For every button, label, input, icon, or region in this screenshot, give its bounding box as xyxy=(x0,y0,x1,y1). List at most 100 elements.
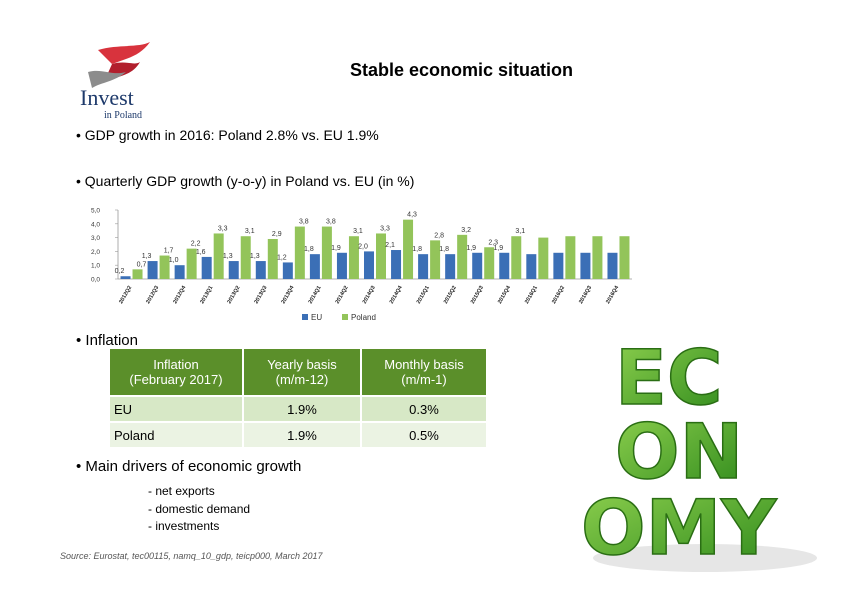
eco-letters-1: EC xyxy=(615,333,723,422)
data-label: 1,3 xyxy=(142,253,152,260)
x-tick-label: 2014Q3 xyxy=(362,285,377,305)
bar-poland xyxy=(619,236,630,279)
inflation-table: Inflation (February 2017) Yearly basis (… xyxy=(110,349,488,447)
bar-eu xyxy=(391,250,402,279)
bar-poland xyxy=(348,236,359,279)
bar-poland xyxy=(538,237,549,279)
bullet-gdp-2016: • GDP growth in 2016: Poland 2.8% vs. EU… xyxy=(76,127,379,143)
bar-eu xyxy=(499,252,510,279)
data-label: 1,6 xyxy=(196,249,206,256)
eco-letters-2: ON xyxy=(615,407,743,496)
drivers-list: - net exports - domestic demand - invest… xyxy=(148,483,250,536)
x-tick-label: 2015Q1 xyxy=(416,285,431,305)
y-tick-label: 4,0 xyxy=(91,221,100,228)
x-tick-label: 2013Q4 xyxy=(281,284,296,305)
bar-eu xyxy=(553,252,564,279)
bar-eu xyxy=(147,261,158,279)
data-label: 3,2 xyxy=(461,227,471,234)
eco-letters-3: OMY xyxy=(581,483,777,572)
row-label: EU xyxy=(110,395,244,422)
y-tick-label: 2,0 xyxy=(91,249,100,256)
bar-eu xyxy=(472,252,483,279)
data-label: 1,0 xyxy=(169,257,179,264)
data-label: 1,8 xyxy=(304,246,314,253)
bullet-drivers: • Main drivers of economic growth xyxy=(76,458,302,475)
bar-eu xyxy=(364,251,374,279)
y-tick-label: 1,0 xyxy=(91,263,100,270)
data-label: 1,2 xyxy=(277,254,287,261)
data-label: 1,7 xyxy=(164,248,174,255)
bar-poland xyxy=(213,233,224,279)
legend-label: Poland xyxy=(351,313,376,322)
bar-poland xyxy=(321,226,332,279)
logo-word: Invest xyxy=(80,85,134,110)
header-yearly: Yearly basis (m/m-12) xyxy=(243,349,362,396)
driver-item: - net exports xyxy=(148,484,215,498)
data-label: 1,8 xyxy=(412,246,422,253)
data-label: 3,3 xyxy=(218,225,228,232)
bar-eu xyxy=(445,254,456,279)
bar-poland xyxy=(457,234,468,279)
x-tick-label: 2015Q4 xyxy=(497,284,512,305)
data-label: 0,7 xyxy=(137,261,147,268)
economy-grass-letters-image: EC ON OMY xyxy=(580,332,817,573)
x-tick-label: 2014Q2 xyxy=(335,285,350,305)
data-label: 2,2 xyxy=(191,241,201,248)
row-label: Poland xyxy=(110,421,244,447)
bullet-quarterly-gdp: • Quarterly GDP growth (y-o-y) in Poland… xyxy=(76,173,415,189)
data-label: 3,1 xyxy=(353,228,363,235)
invest-in-poland-logo: Invest in Poland xyxy=(80,42,150,120)
data-label: 4,3 xyxy=(407,212,417,219)
bar-poland xyxy=(430,240,441,279)
x-tick-label: 2016Q4 xyxy=(605,284,620,305)
logo-sub: in Poland xyxy=(104,110,142,120)
bar-eu xyxy=(580,252,591,279)
data-label: 1,9 xyxy=(466,245,476,252)
x-tick-label: 2013Q2 xyxy=(226,285,241,305)
monthly-value: 0.3% xyxy=(361,395,488,422)
bar-poland xyxy=(132,269,143,279)
x-tick-label: 2014Q4 xyxy=(389,284,404,305)
x-tick-label: 2016Q2 xyxy=(551,285,566,305)
data-label: 1,3 xyxy=(223,253,233,260)
bar-poland xyxy=(267,238,278,279)
y-tick-label: 0,0 xyxy=(91,277,100,284)
data-label: 2,8 xyxy=(434,232,444,239)
data-label: 3,8 xyxy=(299,219,309,226)
yearly-value: 1.9% xyxy=(243,395,362,422)
legend-swatch-poland xyxy=(342,314,348,320)
y-tick-label: 3,0 xyxy=(91,235,100,242)
data-label: 3,1 xyxy=(515,228,525,235)
x-tick-label: 2015Q2 xyxy=(443,285,458,305)
bar-eu xyxy=(282,262,293,279)
page-title: Stable economic situation xyxy=(350,60,574,80)
bar-eu xyxy=(309,254,320,279)
bar-poland xyxy=(511,236,522,279)
x-tick-label: 2012Q2 xyxy=(118,285,133,305)
bar-poland xyxy=(186,248,197,279)
data-label: 2,1 xyxy=(385,242,395,249)
bar-poland xyxy=(403,219,414,279)
x-tick-label: 2013Q3 xyxy=(254,285,269,305)
bar-eu xyxy=(418,254,429,279)
x-tick-label: 2013Q1 xyxy=(199,285,214,305)
x-tick-label: 2012Q3 xyxy=(145,285,160,305)
bullet-inflation: • Inflation xyxy=(76,332,138,349)
data-label: 2,0 xyxy=(358,243,368,250)
driver-item: - domestic demand xyxy=(148,501,251,516)
table-row: Poland 1.9% 0.5% xyxy=(110,421,488,447)
x-tick-label: 2012Q4 xyxy=(172,284,187,305)
data-label: 2,3 xyxy=(488,239,498,246)
bar-eu xyxy=(201,256,212,279)
bar-poland xyxy=(376,233,386,279)
bar-poland xyxy=(159,255,170,279)
bar-eu xyxy=(336,252,347,279)
table-row: EU 1.9% 0.3% xyxy=(110,395,488,422)
bar-eu xyxy=(255,261,266,279)
bar-eu xyxy=(228,261,239,279)
data-label: 3,1 xyxy=(245,228,255,235)
driver-item: - investments xyxy=(148,519,220,533)
data-label: 1,9 xyxy=(331,245,341,252)
data-label: 1,8 xyxy=(439,246,449,253)
data-label: 1,9 xyxy=(493,245,503,252)
